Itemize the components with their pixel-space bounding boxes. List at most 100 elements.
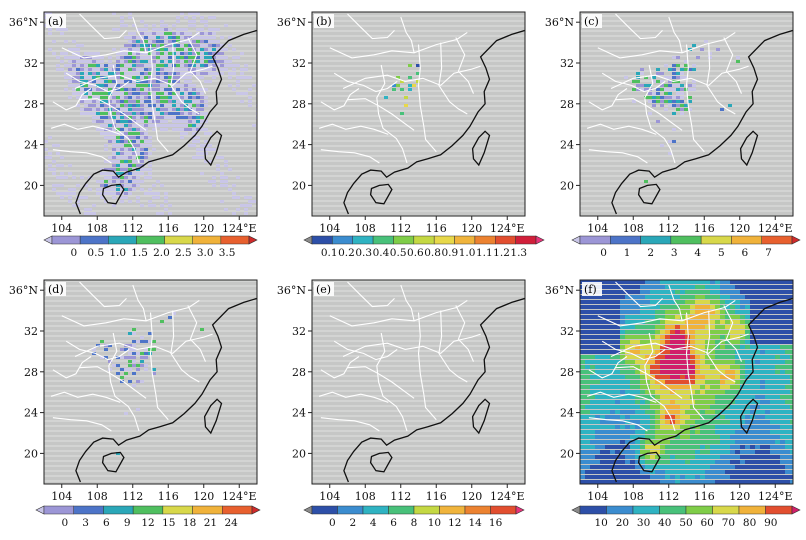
data-cell <box>615 470 620 474</box>
data-cell <box>720 460 725 464</box>
data-cell <box>204 72 208 75</box>
data-cell <box>116 156 120 159</box>
data-cell <box>745 315 750 319</box>
data-cell <box>84 52 88 55</box>
data-cell <box>204 52 208 55</box>
data-cell <box>740 310 745 314</box>
data-cell <box>650 445 655 449</box>
data-cell <box>180 32 184 35</box>
data-cell <box>108 176 112 179</box>
data-cell <box>144 88 148 91</box>
y-tick-label: 24 <box>560 407 574 420</box>
data-cell <box>735 465 740 469</box>
data-cell <box>740 430 745 434</box>
province-border <box>376 332 408 432</box>
data-cell <box>88 208 92 211</box>
data-cell <box>580 365 585 369</box>
data-cell <box>685 310 690 314</box>
data-cell <box>212 56 216 59</box>
colorbar-segment <box>332 235 353 245</box>
data-cell <box>640 445 645 449</box>
data-cell <box>720 470 725 474</box>
data-cell <box>240 92 244 95</box>
data-cell <box>136 140 140 143</box>
data-cell <box>715 370 720 374</box>
data-cell <box>128 16 132 19</box>
data-cell <box>60 68 64 71</box>
data-cell <box>645 325 650 329</box>
data-cell <box>705 330 710 334</box>
data-cell <box>124 140 128 143</box>
data-cell <box>760 390 765 394</box>
data-cell <box>72 40 76 43</box>
data-cell <box>645 470 650 474</box>
data-cell <box>172 48 176 51</box>
panel-label: (b) <box>316 15 332 28</box>
data-cell <box>68 192 72 195</box>
data-cell <box>630 400 635 404</box>
data-cell <box>56 164 60 167</box>
data-cell <box>200 108 204 111</box>
data-cell <box>152 88 156 91</box>
data-cell <box>640 415 645 419</box>
data-cell <box>790 435 793 439</box>
data-cell <box>620 315 625 319</box>
y-tick-label: 28 <box>24 98 38 111</box>
data-cell <box>595 385 600 389</box>
data-cell <box>620 300 625 304</box>
data-cell <box>144 24 148 27</box>
data-cell <box>180 124 184 127</box>
data-cell <box>695 360 700 364</box>
data-cell <box>168 116 172 119</box>
data-cell <box>172 24 176 27</box>
data-cell <box>705 315 710 319</box>
data-cell <box>156 108 160 111</box>
data-cell <box>585 480 590 484</box>
data-cell <box>715 465 720 469</box>
colorbar: 0 3 6 9 12 15 18 21 24 <box>35 505 261 529</box>
data-cell <box>128 120 132 123</box>
data-cell <box>585 375 590 379</box>
data-cell <box>755 445 760 449</box>
colorbar-segment <box>454 235 476 245</box>
data-cell <box>120 184 124 187</box>
data-cell <box>590 330 595 334</box>
data-cell <box>144 100 148 103</box>
data-cell <box>140 164 144 167</box>
data-cell <box>188 36 192 39</box>
data-cell <box>725 345 730 349</box>
data-cell <box>216 44 220 47</box>
data-cell <box>652 92 656 95</box>
data-cell <box>690 360 695 364</box>
data-cell <box>196 140 200 143</box>
data-cell <box>148 60 152 63</box>
data-cell <box>192 140 196 143</box>
data-cell <box>595 380 600 384</box>
x-tick-label: 116 <box>694 490 715 503</box>
data-cell <box>176 32 180 35</box>
data-cell <box>710 380 715 384</box>
data-cell <box>745 480 750 484</box>
data-cell <box>152 60 156 63</box>
data-cell <box>725 315 730 319</box>
data-cell <box>72 48 76 51</box>
data-cell <box>725 450 730 454</box>
data-cell <box>605 405 610 409</box>
province-border <box>347 98 415 131</box>
data-cell <box>660 315 665 319</box>
data-cell <box>684 68 688 71</box>
data-cell <box>128 168 132 171</box>
data-cell <box>144 132 148 135</box>
data-cell <box>128 48 132 51</box>
data-cell <box>645 460 650 464</box>
data-cell <box>665 460 670 464</box>
data-cell <box>675 410 680 414</box>
data-cell <box>730 295 735 299</box>
data-cell <box>675 420 680 424</box>
data-cell <box>585 300 590 304</box>
data-cell <box>605 385 610 389</box>
data-cell <box>730 405 735 409</box>
data-cell <box>765 395 770 399</box>
data-cell <box>655 480 660 484</box>
